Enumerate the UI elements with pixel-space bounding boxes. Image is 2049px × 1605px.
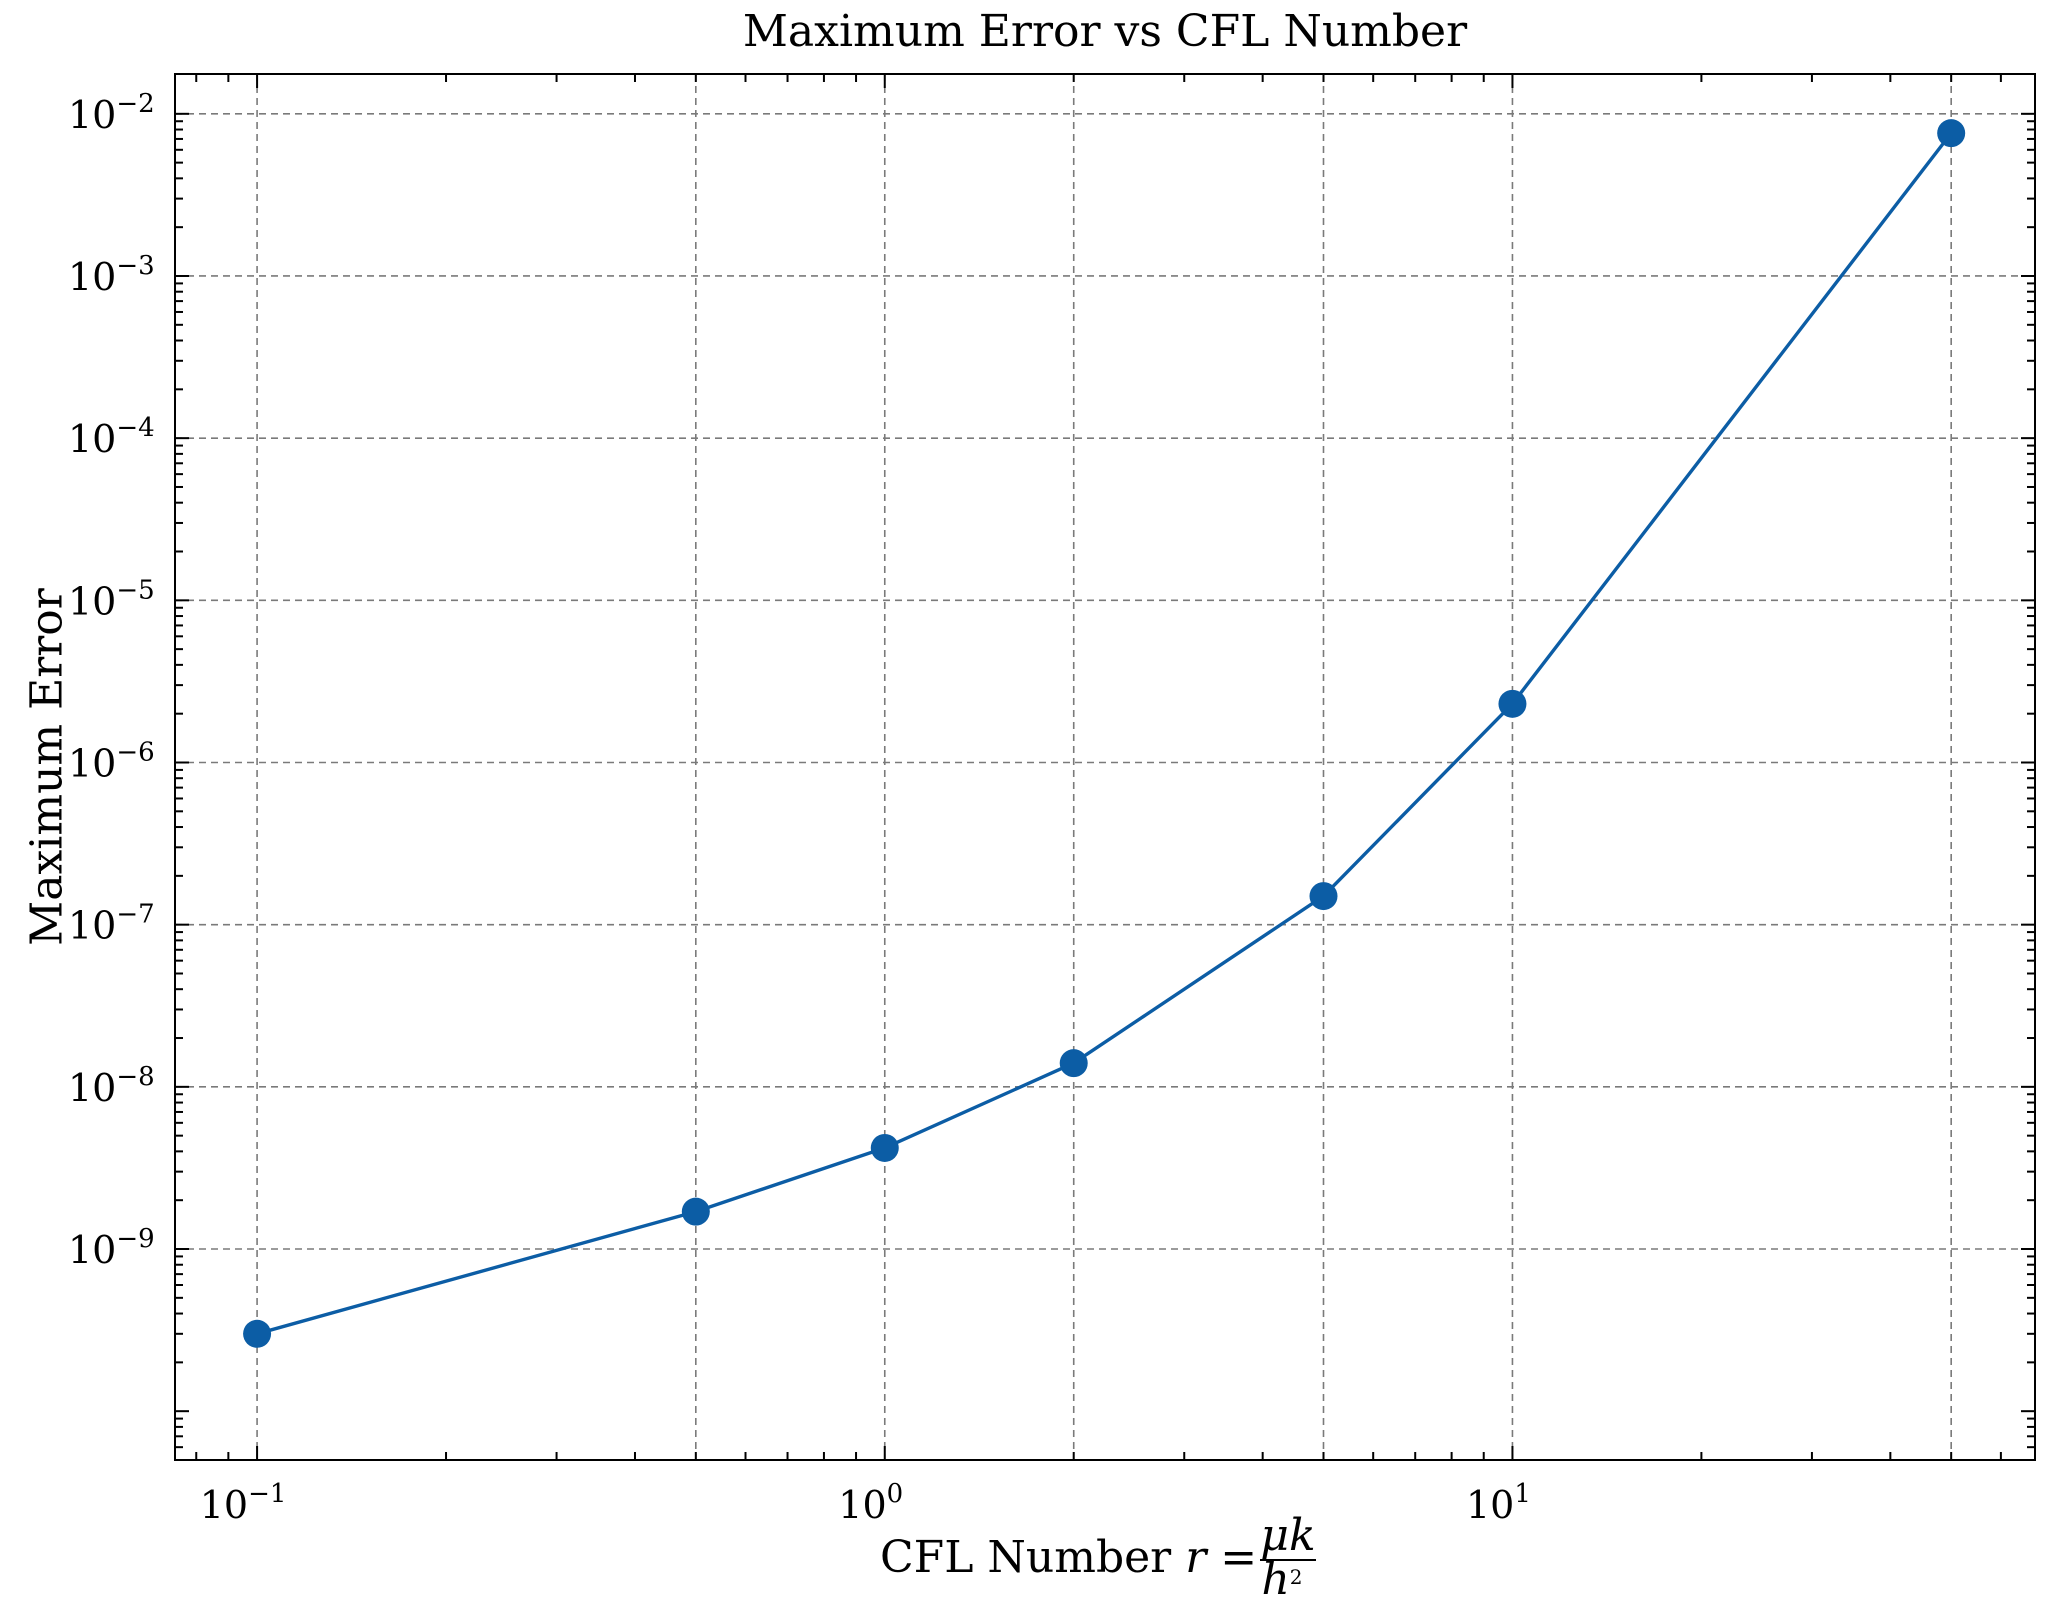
y-tick-exponent: −2 bbox=[116, 89, 154, 119]
x-tick-base: 10 bbox=[1466, 1483, 1514, 1527]
x-axis-label-text: CFL Number r = bbox=[880, 1532, 1257, 1583]
data-point bbox=[1309, 882, 1338, 911]
y-tick-base: 10 bbox=[68, 1066, 116, 1110]
y-tick-label: 10−5 bbox=[68, 575, 155, 623]
plot-frame bbox=[174, 73, 2036, 1461]
y-tick-base: 10 bbox=[68, 255, 116, 299]
y-tick-base: 10 bbox=[68, 741, 116, 785]
chart-title: Maximum Error vs CFL Number bbox=[743, 6, 1468, 57]
x-tick-label: 101 bbox=[1466, 1479, 1531, 1527]
x-label-denominator: h2 bbox=[1261, 1554, 1302, 1605]
x-label-numerator: μk bbox=[1260, 1510, 1315, 1561]
x-tick-base: 10 bbox=[200, 1483, 248, 1527]
y-tick-exponent: −5 bbox=[116, 575, 154, 605]
x-tick-base: 10 bbox=[838, 1483, 886, 1527]
x-label-prefix: CFL Number bbox=[880, 1532, 1185, 1583]
y-tick-exponent: −6 bbox=[116, 737, 154, 767]
grid-lines bbox=[175, 74, 2035, 1460]
y-tick-base: 10 bbox=[68, 417, 116, 461]
y-tick-label: 10−4 bbox=[68, 413, 155, 461]
data-point bbox=[1059, 1049, 1088, 1078]
axis-ticks bbox=[175, 74, 2035, 1460]
x-label-eq: = bbox=[1206, 1532, 1257, 1583]
y-tick-base: 10 bbox=[68, 579, 116, 623]
x-tick-exponent: −1 bbox=[248, 1479, 286, 1509]
x-label-den-base: h bbox=[1261, 1554, 1289, 1605]
y-tick-base: 10 bbox=[68, 93, 116, 137]
x-label-den-exp: 2 bbox=[1290, 1565, 1303, 1589]
y-tick-exponent: −7 bbox=[116, 900, 154, 930]
y-tick-label: 10−8 bbox=[68, 1062, 155, 1110]
series-line bbox=[256, 132, 1953, 1336]
x-tick-label: 100 bbox=[838, 1479, 903, 1527]
y-tick-exponent: −4 bbox=[116, 413, 154, 443]
data-point bbox=[1498, 689, 1527, 718]
y-tick-label: 10−2 bbox=[68, 89, 155, 137]
data-point bbox=[243, 1319, 272, 1348]
y-axis-label: Maximum Error bbox=[22, 587, 73, 946]
y-tick-label: 10−9 bbox=[68, 1224, 155, 1272]
y-tick-exponent: −9 bbox=[116, 1224, 154, 1254]
x-tick-exponent: 1 bbox=[1514, 1479, 1531, 1509]
y-tick-exponent: −3 bbox=[116, 251, 154, 281]
x-label-var: r bbox=[1185, 1532, 1209, 1583]
data-point bbox=[870, 1133, 899, 1162]
y-tick-label: 10−6 bbox=[68, 737, 155, 785]
data-point bbox=[1937, 119, 1966, 148]
x-tick-exponent: 0 bbox=[887, 1479, 904, 1509]
y-tick-label: 10−7 bbox=[68, 900, 155, 948]
y-tick-label: 10−3 bbox=[68, 251, 155, 299]
series-line-layer bbox=[256, 132, 1953, 1336]
y-tick-exponent: −8 bbox=[116, 1062, 154, 1092]
data-point bbox=[681, 1197, 710, 1226]
data-points bbox=[243, 119, 1966, 1348]
x-tick-labels: 10−1 100 101 bbox=[200, 1479, 1531, 1527]
y-tick-labels: 10−910−810−710−610−510−410−310−2 bbox=[68, 89, 155, 1272]
y-tick-base: 10 bbox=[68, 1228, 116, 1272]
y-tick-base: 10 bbox=[68, 904, 116, 948]
x-tick-label: 10−1 bbox=[200, 1479, 287, 1527]
